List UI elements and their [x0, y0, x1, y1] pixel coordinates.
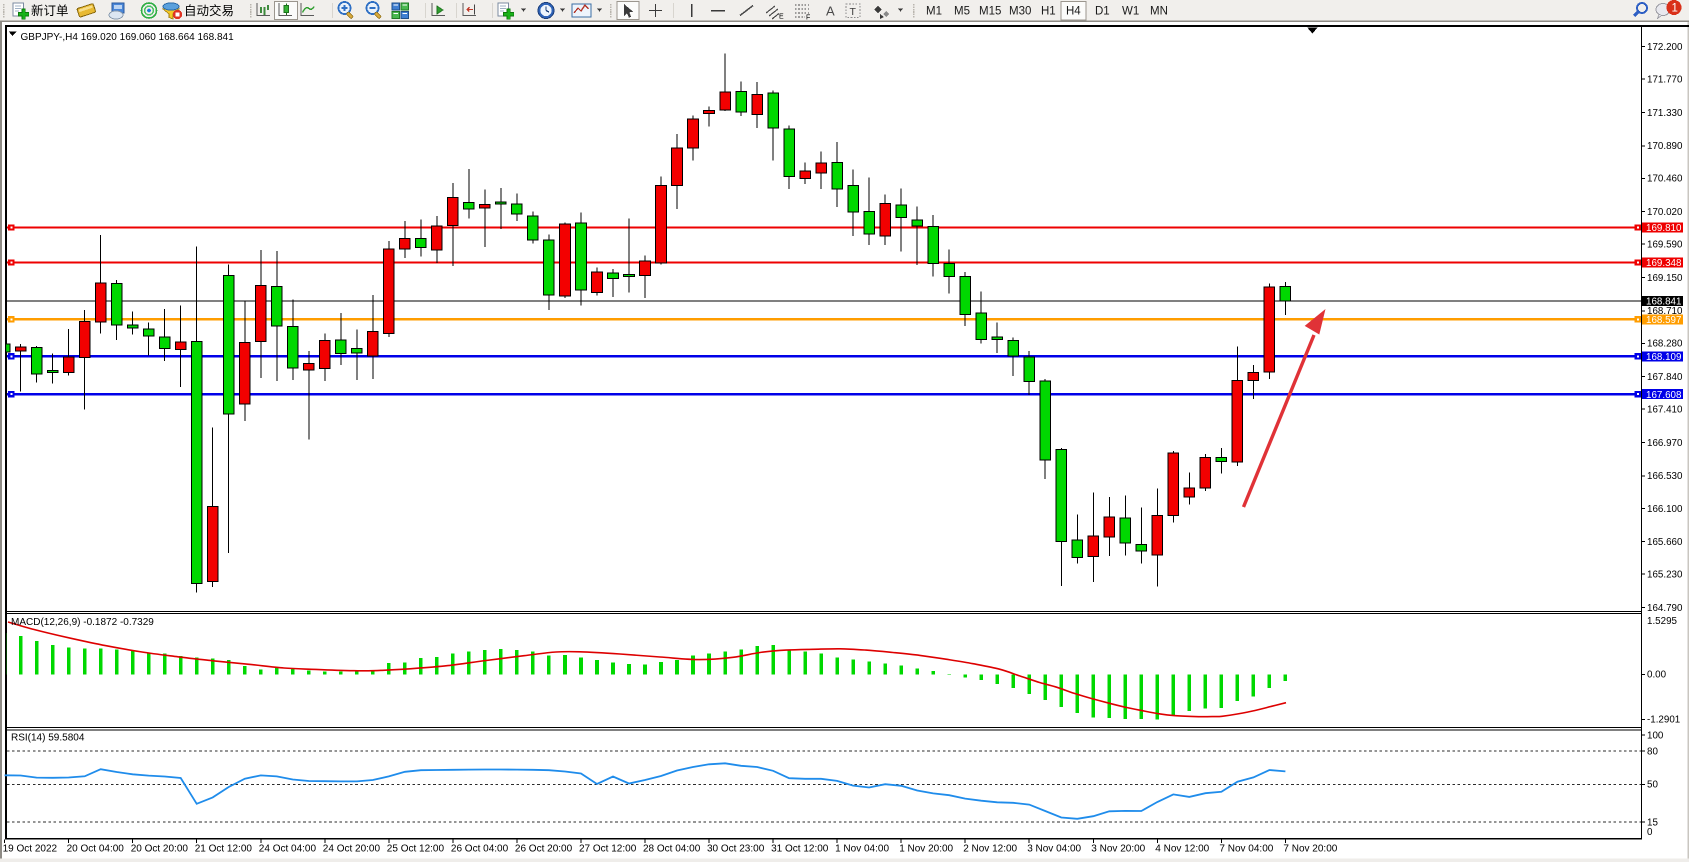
svg-text:1.5295: 1.5295 [1647, 616, 1678, 627]
svg-text:80: 80 [1647, 746, 1658, 757]
svg-text:166.970: 166.970 [1647, 438, 1683, 449]
svg-text:7 Nov 20:00: 7 Nov 20:00 [1283, 844, 1337, 855]
svg-text:20 Oct 20:00: 20 Oct 20:00 [131, 844, 189, 855]
svg-text:28 Oct 04:00: 28 Oct 04:00 [643, 844, 701, 855]
svg-text:170.020: 170.020 [1647, 207, 1683, 218]
svg-text:M30: M30 [1009, 6, 1031, 18]
svg-text:30 Oct 23:00: 30 Oct 23:00 [707, 844, 765, 855]
svg-text:M15: M15 [979, 6, 1001, 18]
svg-text:168.280: 168.280 [1647, 339, 1683, 350]
svg-text:169.590: 169.590 [1647, 240, 1683, 251]
svg-text:M5: M5 [954, 6, 970, 18]
svg-text:167.840: 167.840 [1647, 372, 1683, 383]
svg-text:E: E [779, 14, 784, 21]
svg-text:168.710: 168.710 [1647, 306, 1683, 317]
svg-text:168.597: 168.597 [1646, 315, 1681, 326]
svg-text:26 Oct 20:00: 26 Oct 20:00 [515, 844, 573, 855]
svg-text:MACD(12,26,9) -0.1872 -0.7329: MACD(12,26,9) -0.1872 -0.7329 [11, 617, 154, 628]
svg-text:GBPJPY-,H4 169.020 169.060 16: GBPJPY-,H4 169.020 169.060 168.664 168.8… [21, 32, 235, 43]
svg-text:27 Oct 12:00: 27 Oct 12:00 [579, 844, 637, 855]
svg-text:169.810: 169.810 [1646, 223, 1682, 234]
svg-text:24 Oct 04:00: 24 Oct 04:00 [259, 844, 317, 855]
svg-text:T: T [850, 6, 857, 18]
svg-text:50: 50 [1647, 780, 1658, 791]
svg-text:165.230: 165.230 [1647, 570, 1683, 581]
svg-text:171.330: 171.330 [1647, 108, 1683, 119]
svg-text:167.410: 167.410 [1647, 405, 1683, 416]
svg-text:164.790: 164.790 [1647, 603, 1683, 614]
svg-text:H1: H1 [1041, 6, 1056, 18]
svg-text:4 Nov 12:00: 4 Nov 12:00 [1155, 844, 1209, 855]
svg-text:0: 0 [1647, 827, 1653, 838]
svg-text:1: 1 [1672, 3, 1678, 15]
svg-text:168.841: 168.841 [1646, 296, 1681, 307]
svg-text:25 Oct 12:00: 25 Oct 12:00 [387, 844, 445, 855]
svg-text:168.109: 168.109 [1646, 352, 1681, 363]
svg-text:100: 100 [1647, 731, 1664, 742]
svg-text:H4: H4 [1066, 6, 1081, 18]
svg-text:自动交易: 自动交易 [184, 3, 234, 18]
svg-text:20 Oct 04:00: 20 Oct 04:00 [67, 844, 125, 855]
svg-text:167.608: 167.608 [1646, 390, 1682, 401]
svg-text:A: A [826, 4, 835, 19]
svg-text:172.200: 172.200 [1647, 42, 1683, 53]
svg-text:21 Oct 12:00: 21 Oct 12:00 [195, 844, 253, 855]
svg-text:-1.2901: -1.2901 [1647, 715, 1680, 726]
svg-text:2 Nov 12:00: 2 Nov 12:00 [963, 844, 1017, 855]
svg-text:166.100: 166.100 [1647, 504, 1683, 515]
svg-text:D1: D1 [1095, 6, 1110, 18]
svg-text:3 Nov 04:00: 3 Nov 04:00 [1027, 844, 1081, 855]
svg-text:19 Oct 2022: 19 Oct 2022 [3, 844, 58, 855]
svg-text:24 Oct 20:00: 24 Oct 20:00 [323, 844, 381, 855]
svg-text:7 Nov 04:00: 7 Nov 04:00 [1219, 844, 1273, 855]
svg-text:1 Nov 04:00: 1 Nov 04:00 [835, 844, 889, 855]
svg-text:新订单: 新订单 [31, 3, 69, 18]
svg-text:W1: W1 [1122, 6, 1139, 18]
svg-text:MN: MN [1150, 6, 1168, 18]
svg-text:0.00: 0.00 [1647, 670, 1667, 681]
svg-text:26 Oct 04:00: 26 Oct 04:00 [451, 844, 509, 855]
svg-text:15: 15 [1647, 817, 1658, 828]
svg-text:3 Nov 20:00: 3 Nov 20:00 [1091, 844, 1145, 855]
svg-text:169.348: 169.348 [1646, 258, 1682, 269]
svg-text:166.530: 166.530 [1647, 471, 1683, 482]
svg-text:RSI(14) 59.5804: RSI(14) 59.5804 [11, 733, 85, 744]
svg-text:F: F [806, 15, 810, 22]
svg-text:171.770: 171.770 [1647, 75, 1683, 86]
svg-text:170.460: 170.460 [1647, 174, 1683, 185]
svg-text:1 Nov 20:00: 1 Nov 20:00 [899, 844, 953, 855]
svg-text:31 Oct 12:00: 31 Oct 12:00 [771, 844, 829, 855]
svg-text:165.660: 165.660 [1647, 537, 1683, 548]
svg-text:M1: M1 [926, 6, 942, 18]
svg-text:170.890: 170.890 [1647, 141, 1683, 152]
svg-text:169.150: 169.150 [1647, 273, 1683, 284]
